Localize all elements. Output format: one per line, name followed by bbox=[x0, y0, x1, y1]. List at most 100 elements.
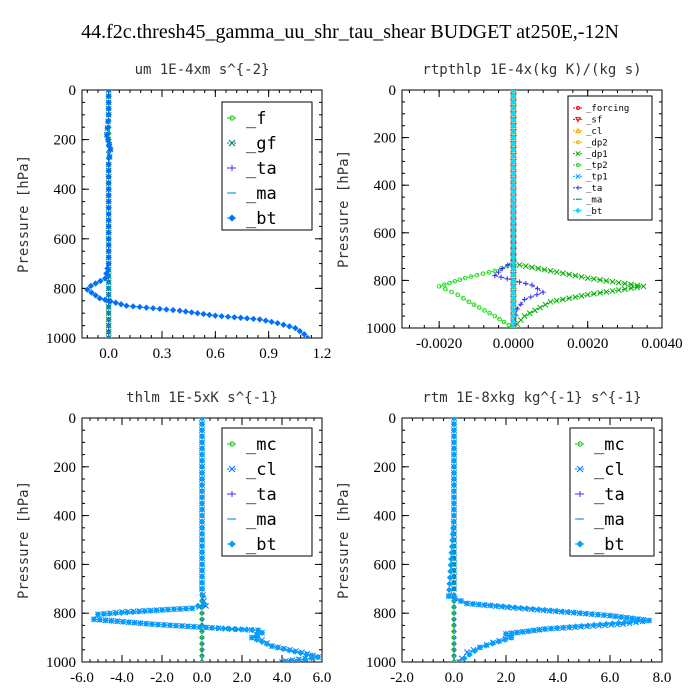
data-point bbox=[450, 524, 457, 532]
data-point bbox=[87, 282, 95, 290]
data-point bbox=[129, 303, 137, 310]
data-point bbox=[535, 606, 542, 613]
data-point bbox=[508, 634, 515, 641]
legend: _mc _cl _ta _ma _bt bbox=[569, 427, 655, 557]
data-point bbox=[212, 312, 219, 319]
data-point bbox=[147, 607, 154, 614]
x-tick-label: -2.0 bbox=[390, 670, 414, 686]
data-point bbox=[198, 524, 206, 531]
legend: _mc _cl _ta _ma _bt bbox=[221, 427, 313, 557]
data-point bbox=[502, 630, 510, 638]
data-point bbox=[105, 179, 112, 187]
x-tick-label: 0.3 bbox=[153, 346, 172, 362]
y-tick-label: 0 bbox=[389, 83, 397, 99]
data-point bbox=[597, 289, 604, 296]
data-point bbox=[609, 288, 616, 294]
legend-marker bbox=[576, 540, 584, 548]
data-point bbox=[492, 273, 498, 279]
data-point bbox=[160, 621, 168, 629]
data-point bbox=[514, 306, 520, 312]
data-point bbox=[112, 610, 119, 617]
data-point bbox=[457, 277, 463, 283]
data-point bbox=[446, 580, 453, 587]
data-point bbox=[528, 294, 534, 300]
data-point bbox=[513, 629, 521, 636]
legend-label: _cl bbox=[586, 127, 602, 137]
plot-area bbox=[436, 90, 647, 328]
data-point bbox=[119, 618, 127, 625]
data-point bbox=[519, 628, 526, 636]
data-point bbox=[256, 316, 263, 323]
y-tick-label: 600 bbox=[54, 232, 77, 248]
data-point bbox=[450, 420, 458, 428]
data-point bbox=[572, 623, 579, 630]
data-point bbox=[495, 269, 502, 275]
data-point bbox=[523, 280, 529, 287]
data-point bbox=[442, 282, 447, 288]
data-point bbox=[457, 597, 465, 605]
data-point bbox=[450, 427, 458, 434]
legend-marker bbox=[575, 162, 581, 168]
data-point bbox=[200, 310, 207, 318]
data-point bbox=[529, 282, 535, 288]
data-point bbox=[198, 530, 206, 538]
data-point bbox=[88, 289, 95, 296]
legend-marker bbox=[229, 441, 235, 447]
data-point bbox=[249, 626, 256, 634]
data-point bbox=[521, 296, 528, 303]
data-point bbox=[112, 299, 119, 306]
data-point bbox=[522, 263, 529, 270]
y-tick-label: 800 bbox=[374, 606, 397, 622]
data-point bbox=[510, 229, 517, 236]
data-point bbox=[176, 605, 184, 613]
data-point bbox=[170, 606, 178, 613]
legend-label: _bt bbox=[246, 535, 277, 555]
data-point bbox=[530, 627, 538, 634]
data-point bbox=[208, 624, 216, 632]
data-point bbox=[510, 211, 517, 219]
data-point bbox=[96, 616, 103, 623]
data-point bbox=[534, 292, 540, 298]
y-tick-label: 600 bbox=[374, 226, 397, 242]
data-point bbox=[537, 304, 544, 311]
y-axis-label: Pressure [hPa] bbox=[16, 481, 32, 599]
series-line bbox=[493, 90, 545, 328]
legend-marker bbox=[575, 173, 581, 179]
x-tick-label: 0.6 bbox=[206, 346, 225, 362]
data-point bbox=[224, 313, 232, 320]
data-point bbox=[559, 608, 566, 615]
data-point bbox=[460, 295, 466, 301]
data-point bbox=[628, 285, 635, 292]
data-point bbox=[486, 269, 492, 275]
data-point bbox=[510, 306, 517, 314]
data-point bbox=[639, 617, 647, 625]
legend-marker bbox=[575, 151, 581, 157]
series-bt bbox=[510, 90, 517, 328]
data-point bbox=[510, 283, 517, 290]
data-point bbox=[583, 610, 590, 617]
data-point bbox=[105, 229, 112, 236]
data-point bbox=[154, 621, 162, 628]
data-point bbox=[510, 116, 517, 123]
data-point bbox=[617, 613, 625, 621]
data-point bbox=[495, 638, 502, 645]
data-point bbox=[107, 146, 114, 153]
data-point bbox=[571, 609, 578, 616]
legend-label: _cl bbox=[246, 460, 277, 480]
data-point bbox=[645, 617, 653, 624]
legend-marker bbox=[575, 140, 581, 145]
data-point bbox=[114, 618, 121, 625]
legend-label: _mc bbox=[594, 435, 625, 455]
data-point bbox=[446, 586, 453, 594]
x-tick-label: 0.9 bbox=[259, 346, 278, 362]
data-point bbox=[547, 267, 554, 274]
data-point bbox=[510, 193, 517, 201]
data-point bbox=[292, 324, 299, 332]
series-tp2 bbox=[436, 90, 516, 328]
legend-marker bbox=[574, 127, 582, 134]
y-tick-label: 800 bbox=[54, 281, 77, 297]
data-point bbox=[510, 164, 517, 171]
data-point bbox=[182, 605, 190, 612]
data-point bbox=[105, 90, 112, 93]
data-point bbox=[237, 314, 244, 321]
